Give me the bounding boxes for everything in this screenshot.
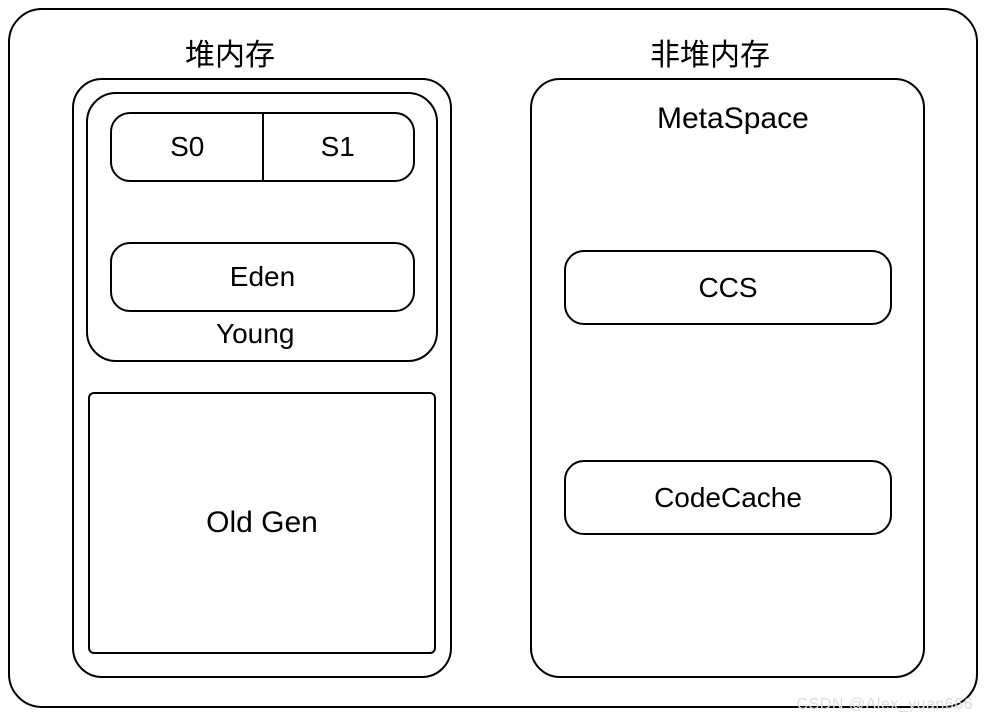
- metaspace-label: MetaSpace: [657, 102, 809, 136]
- young-label: Young: [216, 318, 294, 350]
- oldgen-label: Old Gen: [206, 506, 318, 540]
- ccs-label: CCS: [698, 272, 757, 304]
- codecache-label: CodeCache: [654, 482, 802, 514]
- codecache-pill: CodeCache: [564, 460, 892, 535]
- ccs-pill: CCS: [564, 250, 892, 325]
- watermark-text: CSDN @Alex_yuan666: [797, 696, 973, 714]
- memory-diagram-outer: 堆内存 非堆内存 S0 S1 Eden Young Old Gen Meta: [8, 8, 978, 708]
- heap-title: 堆内存: [185, 30, 275, 74]
- s1-label: S1: [263, 131, 414, 163]
- nonheap-title: 非堆内存: [650, 30, 770, 74]
- oldgen-rect: Old Gen: [88, 392, 436, 654]
- nonheap-panel: MetaSpace CCS CodeCache: [530, 78, 925, 678]
- survivor-pill: S0 S1: [110, 112, 415, 182]
- heap-panel: S0 S1 Eden Young Old Gen: [72, 78, 452, 678]
- young-box: S0 S1 Eden Young: [86, 92, 438, 362]
- eden-label: Eden: [230, 261, 295, 293]
- eden-pill: Eden: [110, 242, 415, 312]
- s0-label: S0: [112, 131, 263, 163]
